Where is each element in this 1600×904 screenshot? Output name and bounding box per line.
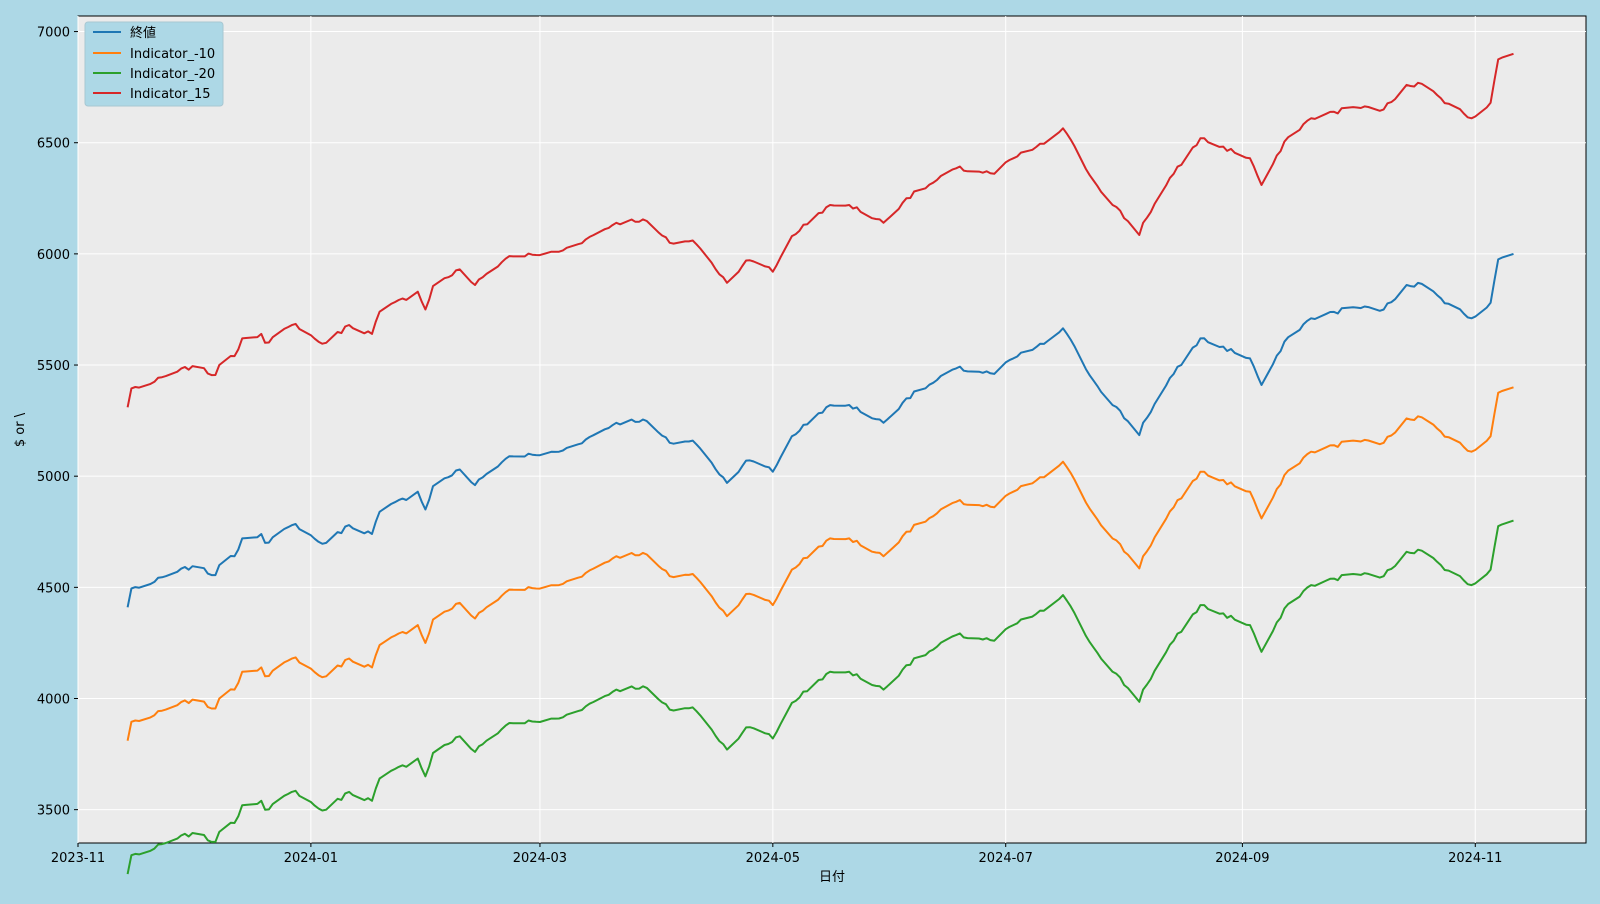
x-axis-ticks: 2023-11 2024-01 2024-03 2024-05 2024-07 2024-… [51, 843, 1502, 866]
legend-box [84, 21, 224, 107]
plot-area [77, 15, 1587, 844]
x-tick-label: 2024-11 [1448, 851, 1502, 866]
legend-label-1: Indicator_-10 [130, 47, 215, 62]
y-axis-label: $ or \ [13, 412, 28, 447]
y-tick-label: 6500 [37, 137, 70, 152]
legend-label-2: Indicator_-20 [130, 67, 215, 82]
x-tick-label: 2023-11 [51, 851, 105, 866]
x-gridlines [77, 16, 1476, 843]
y-tick-label: 5000 [37, 470, 70, 485]
x-axis-label: 日付 [819, 870, 845, 885]
x-tick-label: 2024-09 [1215, 851, 1269, 866]
legend-label-0: 終値 [130, 25, 156, 41]
x-tick-label: 2024-01 [284, 851, 338, 866]
y-tick-label: 4500 [37, 581, 70, 596]
x-tick-label: 2024-07 [979, 851, 1033, 866]
series-lines [126, 52, 1514, 875]
y-tick-label: 5500 [37, 359, 70, 374]
x-tick-label: 2024-03 [513, 851, 567, 866]
y-gridlines [78, 31, 1586, 811]
y-tick-label: 6000 [37, 248, 70, 263]
y-tick-label: 7000 [37, 26, 70, 41]
legend-label-3: Indicator_15 [130, 87, 211, 102]
series-line-3 [126, 52, 1514, 408]
x-tick-label: 2024-05 [746, 851, 800, 866]
series-line-2 [126, 519, 1514, 875]
y-axis-ticks: 3500 4000 4500 5000 5500 6000 6500 7000 [37, 26, 78, 819]
series-line-1 [126, 386, 1514, 741]
y-tick-label: 3500 [37, 804, 70, 819]
legend: 終値 Indicator_-10 Indicator_-20 Indicator… [84, 21, 224, 107]
y-tick-label: 4000 [37, 692, 70, 707]
series-line-0 [126, 252, 1514, 608]
